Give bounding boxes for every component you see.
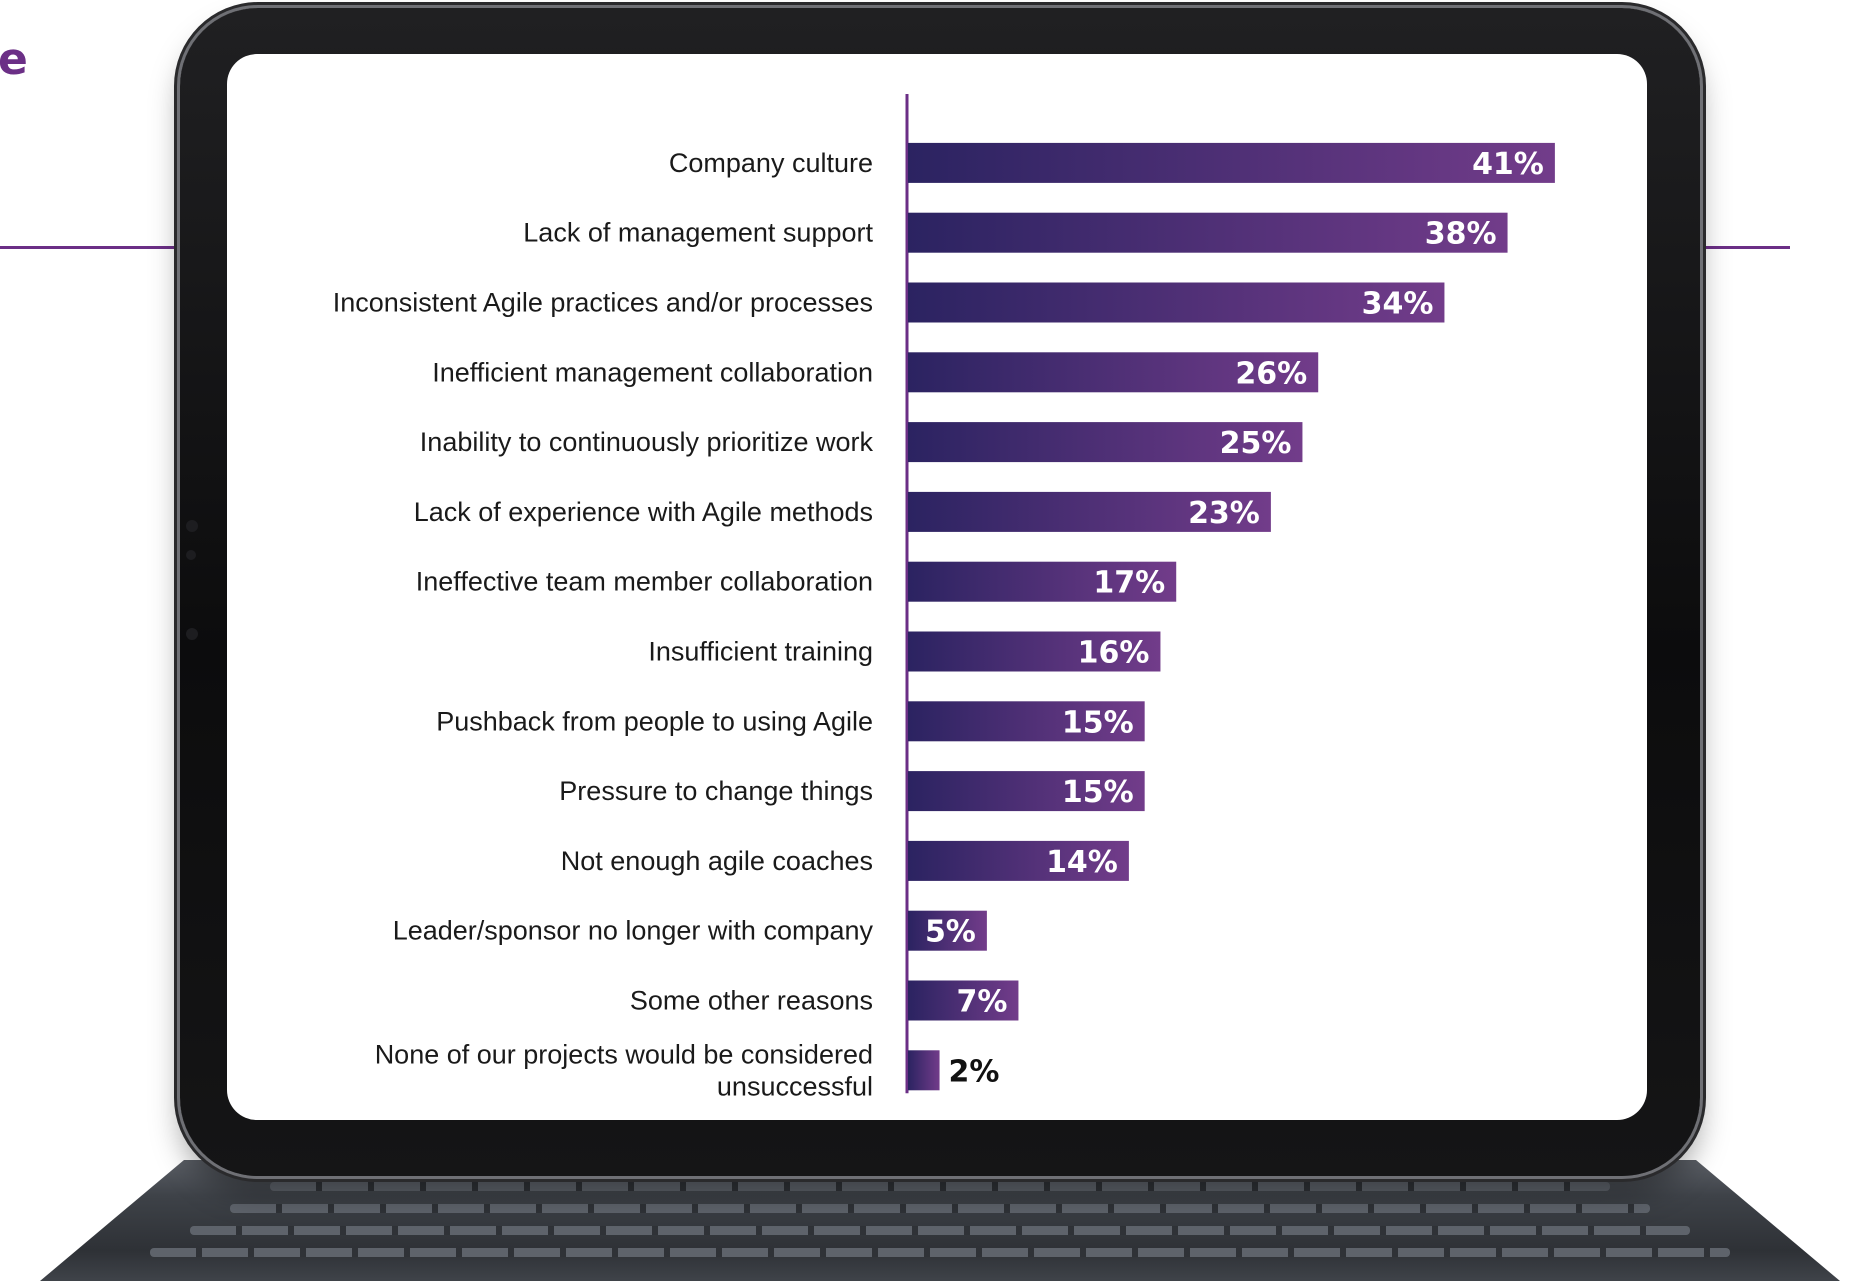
- category-label: Ineffective team member collaboration: [416, 567, 873, 597]
- category-label: Inability to continuously prioritize wor…: [420, 427, 874, 457]
- category-label: Leader/sponsor no longer with company: [393, 916, 874, 946]
- bar: [908, 422, 1303, 463]
- bar-value-label: 15%: [1062, 705, 1134, 740]
- bar: [908, 840, 1129, 881]
- bar-value-label: 25%: [1220, 426, 1292, 461]
- bar: [908, 980, 1019, 1021]
- bar: [908, 1050, 940, 1091]
- bar-chart: 41% Company culture 38% Lack of management …: [333, 94, 1555, 1101]
- category-label: Inconsistent Agile practices and/or proc…: [333, 288, 873, 318]
- category-label: Pushback from people to using Agile: [436, 706, 873, 736]
- category-label: Insufficient training: [648, 637, 873, 667]
- category-label: Lack of experience with Agile methods: [414, 497, 873, 527]
- decorative-rule-left: [0, 246, 190, 249]
- bar-value-label: 38%: [1425, 217, 1497, 252]
- bar: [908, 771, 1145, 812]
- bar: [908, 561, 1177, 602]
- tablet-screen: 41% Company culture 38% Lack of management …: [227, 54, 1647, 1120]
- bar-value-label: 2%: [949, 1054, 1000, 1089]
- partial-heading-text: e: [0, 34, 28, 85]
- bar-value-label: 15%: [1062, 775, 1134, 810]
- bar: [908, 631, 1161, 672]
- category-label: Pressure to change things: [559, 776, 873, 806]
- bar-value-label: 17%: [1093, 566, 1165, 601]
- sensor-icon: [186, 550, 196, 560]
- bar: [908, 142, 1555, 183]
- category-label: Some other reasons: [630, 986, 873, 1016]
- keyboard-key-row: [270, 1182, 1610, 1191]
- bar-value-label: 7%: [957, 985, 1008, 1020]
- keyboard-key-row: [230, 1204, 1650, 1213]
- bar-value-label: 34%: [1362, 287, 1434, 322]
- sensor-icon: [186, 628, 198, 640]
- bar: [908, 212, 1508, 253]
- bar: [908, 910, 987, 951]
- category-label: Inefficient management collaboration: [432, 357, 873, 387]
- category-label-line: unsuccessful: [717, 1071, 873, 1101]
- category-label: Lack of management support: [523, 218, 873, 248]
- keyboard-key-row: [150, 1248, 1730, 1257]
- category-label: Company culture: [669, 148, 873, 178]
- bar: [908, 491, 1271, 532]
- bar-value-label: 5%: [925, 915, 976, 950]
- bar: [908, 352, 1319, 393]
- bar-value-label: 16%: [1078, 636, 1150, 671]
- bar-value-label: 23%: [1188, 496, 1260, 531]
- bar: [908, 701, 1145, 742]
- camera-icon: [186, 520, 198, 532]
- category-label: None of our projects would be considered…: [375, 1039, 873, 1101]
- category-label-line: None of our projects would be considered: [375, 1039, 873, 1069]
- category-label: Not enough agile coaches: [561, 846, 873, 876]
- bar-value-label: 41%: [1472, 147, 1544, 182]
- bar: [908, 282, 1445, 323]
- keyboard-illustration: [40, 1160, 1840, 1281]
- decorative-rule-right: [1690, 246, 1790, 249]
- bar-value-label: 14%: [1046, 845, 1118, 880]
- bar-value-label: 26%: [1235, 356, 1307, 391]
- keyboard-key-row: [190, 1226, 1690, 1235]
